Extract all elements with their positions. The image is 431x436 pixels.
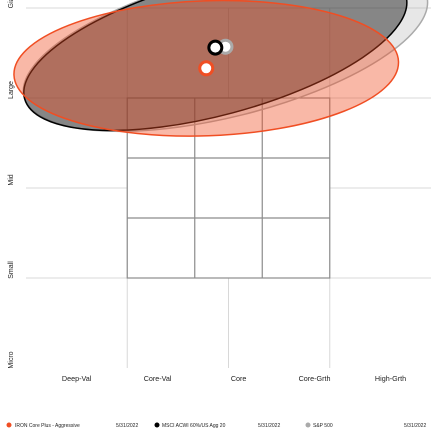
- legend-date: 5/31/2022: [258, 423, 280, 429]
- y-tick-label: Micro: [8, 351, 15, 368]
- point-msci-acwi: [207, 39, 224, 56]
- y-tick-label: Giant: [8, 0, 15, 8]
- y-tick-label: Mid: [8, 174, 15, 185]
- legend-date: 5/31/2022: [404, 423, 426, 429]
- x-tick-label: High-Grth: [375, 374, 406, 383]
- legend-swatch: [6, 422, 12, 428]
- x-tick-label: Core: [231, 374, 247, 383]
- legend-date: 5/31/2022: [116, 423, 138, 429]
- legend-swatch: [305, 422, 311, 428]
- legend-label: MSCI ACWI 60%/US Agg 20: [162, 423, 226, 429]
- y-tick-label: Large: [8, 81, 15, 99]
- style-box-region: [126, 97, 331, 279]
- x-tick-label: Deep-Val: [62, 374, 92, 383]
- legend-label: IRON Core Plus - Aggressive: [15, 423, 80, 429]
- point-iron-core-plus: [198, 60, 215, 77]
- legend: IRON Core Plus - Aggressive 5/31/2022 MSCI…: [6, 422, 426, 429]
- y-axis-ticks: Micro Small Mid Large Giant: [8, 0, 15, 369]
- centroid-points: [198, 38, 234, 77]
- x-axis-ticks: Deep-Val Core-Val Core Core-Grth High-Grth: [62, 374, 406, 383]
- legend-swatch: [154, 422, 160, 428]
- y-tick-label: Small: [8, 261, 15, 279]
- legend-label: S&P 500: [313, 423, 333, 429]
- x-tick-label: Core-Grth: [299, 374, 331, 383]
- x-tick-label: Core-Val: [144, 374, 172, 383]
